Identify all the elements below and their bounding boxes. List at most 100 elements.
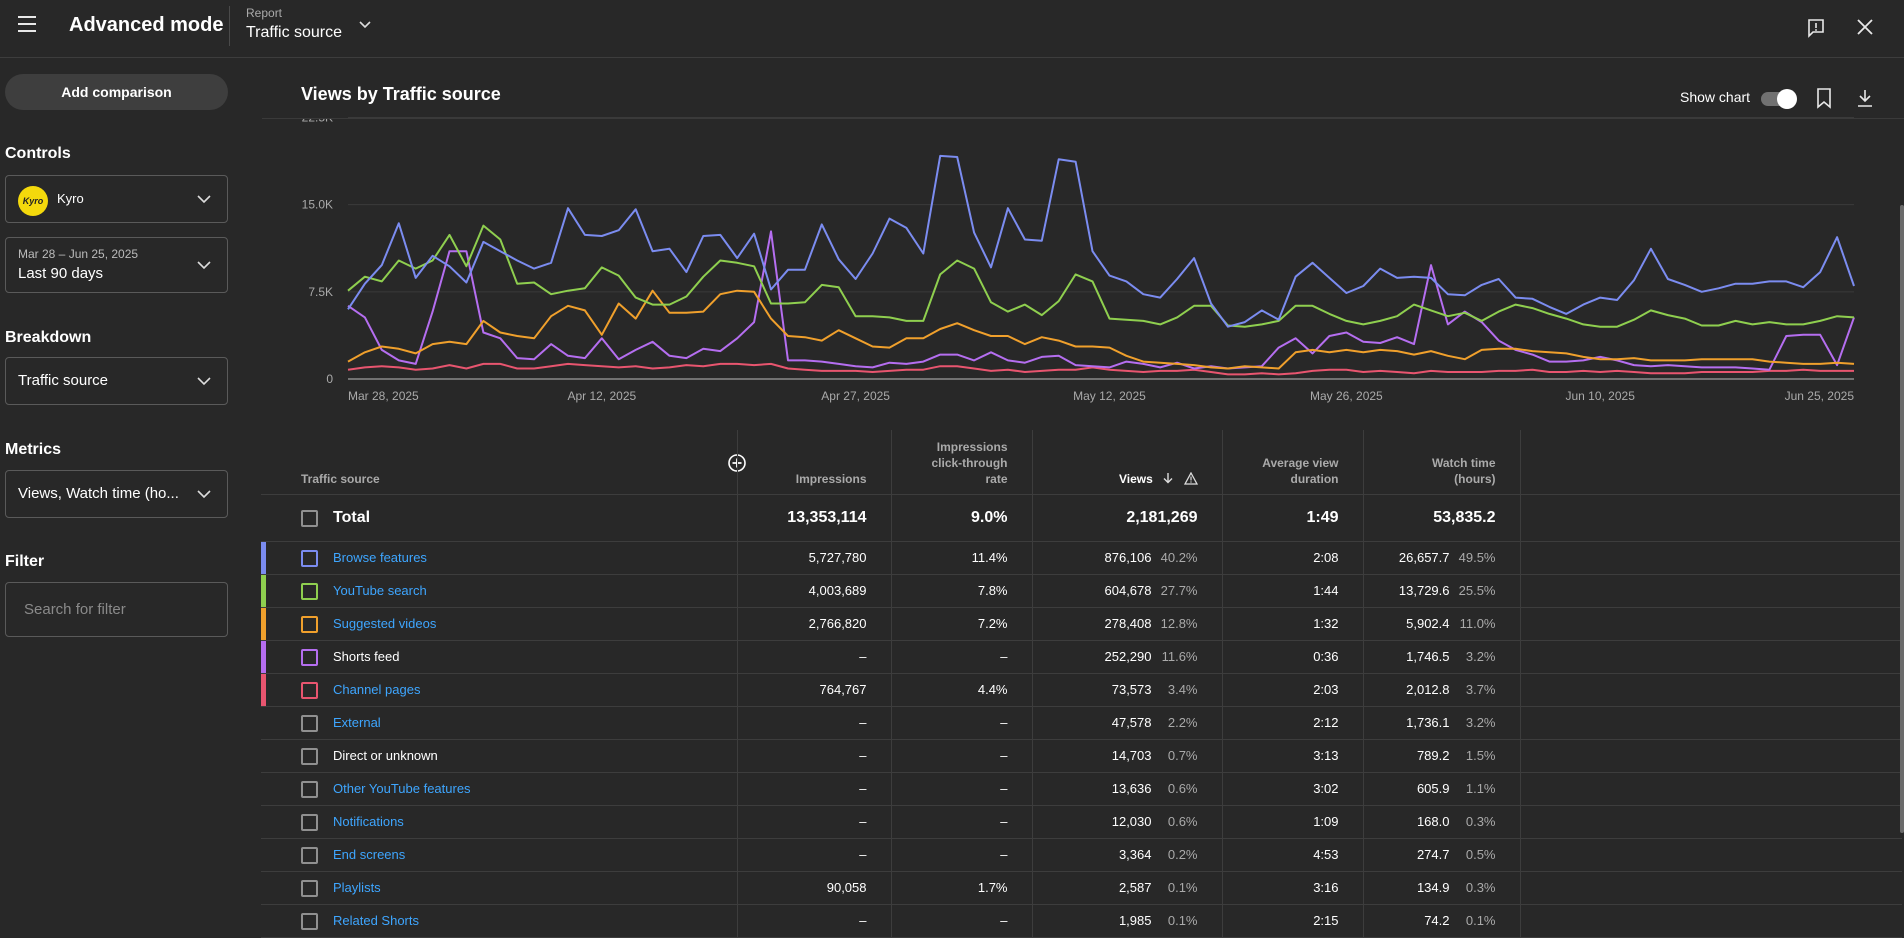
row-checkbox[interactable]: [301, 780, 318, 798]
total-label: Total: [333, 508, 371, 526]
row-checkbox[interactable]: [301, 681, 318, 699]
row-checkbox[interactable]: [301, 747, 318, 765]
row-checkbox[interactable]: [301, 648, 318, 666]
avd-cell: 3:16: [1222, 871, 1364, 904]
header-impressions[interactable]: Impressions: [737, 430, 892, 494]
show-chart-toggle[interactable]: [1761, 89, 1797, 109]
metrics-selector[interactable]: Views, Watch time (ho...: [5, 470, 228, 518]
traffic-source-name[interactable]: Browse features: [333, 549, 427, 565]
series-color-bar: [261, 673, 266, 706]
report-selector[interactable]: Traffic source: [246, 24, 343, 41]
avatar: Kyro: [18, 186, 48, 216]
watch-time-cell: 274.7 0.5%: [1363, 838, 1521, 871]
series-line-suggested[interactable]: [347, 289, 1855, 370]
traffic-source-name[interactable]: Notifications: [333, 813, 404, 829]
bookmark-icon[interactable]: [1814, 87, 1834, 109]
menu-icon[interactable]: [18, 16, 36, 32]
impressions-cell: –: [737, 904, 892, 937]
watch-time-value: 789.2: [1416, 748, 1450, 763]
header-ctr-line1: Impressions: [936, 439, 1008, 454]
avd-cell: 1:44: [1222, 574, 1364, 607]
traffic-source-line-chart: 0 7.5K 15.0K 22.5K Mar 28, 2025 Apr 12, 2025 A…: [302, 111, 1855, 403]
traffic-source-name[interactable]: Related Shorts: [333, 912, 419, 928]
watch-time-percent: 1.5%: [1465, 748, 1496, 763]
warning-icon[interactable]: [1183, 471, 1198, 485]
series-color-bar: [261, 607, 266, 640]
date-range-text: Mar 28 – Jun 25, 2025: [18, 247, 139, 261]
impressions-cell: –: [737, 640, 892, 673]
series-line-search[interactable]: [347, 224, 1855, 328]
ctr-cell: –: [891, 838, 1033, 871]
breakdown-selector[interactable]: Traffic source: [5, 357, 228, 405]
views-percent: 0.1%: [1167, 913, 1198, 928]
watch-time-percent: 11.0%: [1459, 616, 1496, 631]
header-ctr-line2: click-through: [931, 455, 1008, 470]
row-checkbox[interactable]: [301, 549, 318, 567]
ctr-cell: –: [891, 904, 1033, 937]
total-checkbox[interactable]: [301, 509, 318, 527]
breakdown-label: Breakdown: [5, 329, 92, 346]
ctr-cell: –: [891, 772, 1033, 805]
header-impressions-ctr[interactable]: Impressions click-through rate: [891, 430, 1033, 494]
header-traffic-source[interactable]: Traffic source: [261, 430, 738, 494]
views-value: 47,578: [1111, 715, 1152, 730]
traffic-source-name[interactable]: Suggested videos: [333, 615, 437, 631]
x-tick-label: Jun 25, 2025: [1785, 389, 1855, 403]
traffic-source-name[interactable]: Other YouTube features: [333, 780, 471, 796]
y-tick-label: 22.5K: [302, 111, 333, 125]
scrollbar[interactable]: [1900, 205, 1904, 833]
views-cell: 2,587 0.1%: [1032, 871, 1223, 904]
avd-cell: 2:12: [1222, 706, 1364, 739]
traffic-source-name[interactable]: External: [333, 714, 381, 730]
add-comparison-button[interactable]: Add comparison: [5, 74, 228, 110]
traffic-source-table: Traffic source Impressions Impressions c…: [261, 430, 1902, 938]
views-cell: 1,985 0.1%: [1032, 904, 1223, 937]
feedback-icon[interactable]: [1806, 18, 1826, 38]
impressions-cell: 2,766,820: [737, 607, 892, 640]
date-preset-text: Last 90 days: [18, 265, 104, 282]
impressions-cell: 5,727,780: [737, 541, 892, 574]
table-row: Browse features 5,727,780 11.4% 876,106 40.2…: [261, 541, 1902, 574]
views-cell: 252,290 11.6%: [1032, 640, 1223, 673]
watch-time-cell: 134.9 0.3%: [1363, 871, 1521, 904]
date-range-selector[interactable]: Mar 28 – Jun 25, 2025 Last 90 days: [5, 237, 228, 293]
x-tick-label: Mar 28, 2025: [348, 389, 419, 403]
table-row: Channel pages 764,767 4.4% 73,573 3.4% 2:03 2,…: [261, 673, 1902, 706]
series-line-shorts[interactable]: [347, 230, 1855, 371]
series-line-browse[interactable]: [347, 154, 1855, 328]
header-views-label: Views: [1119, 471, 1153, 486]
avd-cell: 2:08: [1222, 541, 1364, 574]
header-views[interactable]: Views: [1032, 430, 1223, 494]
series-color-bar: [261, 574, 266, 607]
chevron-down-icon[interactable]: [358, 18, 372, 32]
traffic-source-name[interactable]: Playlists: [333, 879, 381, 895]
ctr-cell: –: [891, 706, 1033, 739]
views-value: 1,985: [1118, 913, 1152, 928]
series-line-channel[interactable]: [347, 362, 1854, 376]
header-watch-time[interactable]: Watch time (hours): [1363, 430, 1521, 494]
row-checkbox[interactable]: [301, 879, 318, 897]
y-tick-label: 0: [326, 372, 333, 386]
row-checkbox[interactable]: [301, 912, 318, 930]
row-checkbox[interactable]: [301, 714, 318, 732]
row-checkbox[interactable]: [301, 846, 318, 864]
traffic-source-name[interactable]: Channel pages: [333, 681, 421, 697]
views-value: 252,290: [1104, 649, 1152, 664]
filter-search-input[interactable]: [5, 582, 228, 637]
series-color-bar: [261, 541, 266, 574]
traffic-source-name[interactable]: YouTube search: [333, 582, 427, 598]
table-row: External – – 47,578 2.2% 2:12 1,736.1 3.2%: [261, 706, 1902, 739]
channel-selector[interactable]: Kyro Kyro: [5, 175, 228, 223]
row-checkbox[interactable]: [301, 813, 318, 831]
download-icon[interactable]: [1855, 87, 1875, 109]
row-checkbox[interactable]: [301, 615, 318, 633]
row-checkbox[interactable]: [301, 582, 318, 600]
x-tick-label: May 12, 2025: [1073, 389, 1146, 403]
sort-down-icon[interactable]: [1162, 472, 1174, 484]
chart-divider: [262, 118, 1904, 119]
close-icon[interactable]: [1855, 17, 1875, 37]
total-row: Total 13,353,114 9.0% 2,181,269 1:49 53,…: [261, 494, 1902, 541]
header-average-view-duration[interactable]: Average view duration: [1222, 430, 1364, 494]
ctr-cell: –: [891, 805, 1033, 838]
traffic-source-name[interactable]: End screens: [333, 846, 406, 862]
